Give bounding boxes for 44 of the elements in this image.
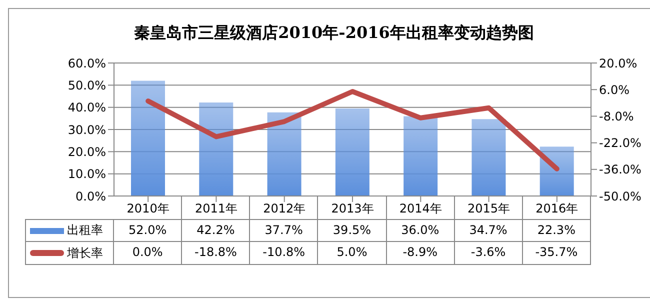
y-tick-label: 40.0% (68, 100, 106, 115)
y-tick-label: 0.0% (76, 189, 106, 204)
bar (335, 108, 370, 196)
x-tick-label: 2016年 (536, 202, 578, 216)
data-label: 36.0% (386, 219, 455, 242)
x-tick-label: 2014年 (399, 202, 442, 216)
legend-label: 出租率 (67, 222, 103, 239)
y2-tick-label: 6.0% (599, 82, 630, 97)
data-label: 5.0% (318, 242, 387, 265)
legend-label: 增长率 (67, 244, 103, 262)
y-tick-label: 50.0% (68, 78, 106, 92)
x-tick-label: 2013年 (331, 202, 374, 216)
y-tick-label: 20.0% (68, 144, 106, 159)
data-label: 39.5% (318, 219, 387, 242)
chart-title: 秦皇岛市三星级酒店2010年-2016年出租率变动趋势图 (133, 23, 535, 44)
data-label: -18.8% (182, 242, 250, 265)
data-label: -3.6% (454, 242, 523, 265)
bar (540, 146, 574, 196)
bar (472, 119, 506, 196)
y2-tick-label: -36.0% (599, 162, 642, 177)
y-tick-label: 30.0% (68, 122, 106, 137)
data-label: -10.8% (250, 242, 318, 265)
data-label: -8.9% (386, 242, 455, 265)
data-label: 34.7% (454, 219, 523, 242)
data-label: -35.7% (522, 242, 591, 265)
bar (267, 112, 302, 196)
x-tick-label: 2011年 (194, 202, 238, 216)
bar (131, 80, 165, 196)
bar (404, 116, 438, 196)
y2-tick-label: -22.0% (599, 136, 642, 150)
data-label: 22.3% (522, 219, 591, 242)
y2-tick-label: -50.0% (599, 189, 642, 204)
x-tick-label: 2015年 (468, 202, 510, 216)
data-label: 42.2% (182, 219, 250, 242)
y-tick-label: 60.0% (68, 56, 106, 70)
y-tick-label: 10.0% (68, 167, 106, 182)
bar (199, 102, 234, 196)
y2-tick-label: 20.0% (599, 56, 638, 70)
y2-tick-label: -8.0% (599, 109, 634, 124)
x-tick-label: 2012年 (263, 202, 306, 216)
data-label: 0.0% (114, 242, 182, 265)
data-label: 52.0% (114, 219, 182, 242)
x-tick-label: 2010年 (126, 202, 170, 216)
data-label: 37.7% (250, 219, 318, 242)
